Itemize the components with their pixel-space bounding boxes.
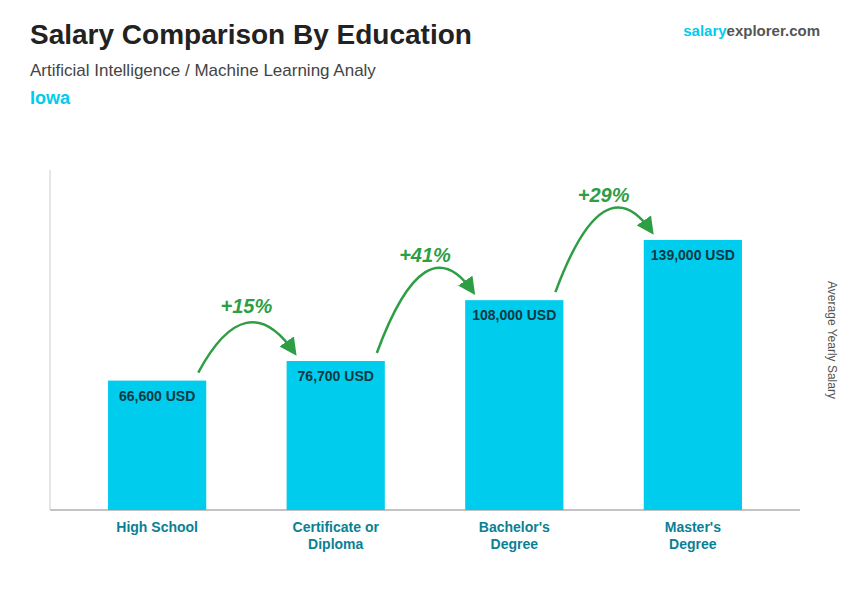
x-tick-label: High School	[116, 519, 198, 535]
bar	[465, 300, 563, 510]
x-tick-label-line: Certificate or	[293, 519, 380, 535]
bar	[108, 381, 206, 510]
location: Iowa	[30, 88, 71, 108]
y-axis-line	[50, 170, 51, 510]
x-tick-label-line: Degree	[491, 536, 539, 552]
pct-change: +15%	[221, 295, 273, 317]
value-label: 108,000 USD	[472, 307, 556, 323]
bars	[108, 240, 742, 510]
change-arrow	[198, 322, 294, 372]
x-tick-label: Certificate orDiploma	[293, 519, 380, 552]
watermark-part: explorer	[727, 22, 786, 39]
x-tick-label-line: Degree	[669, 536, 717, 552]
x-tick-label-line: Diploma	[308, 536, 363, 552]
x-tick-label-line: High School	[116, 519, 198, 535]
y-axis-label: Average Yearly Salary	[825, 281, 839, 399]
change-arrow	[555, 207, 651, 292]
x-tick-label-line: Bachelor's	[479, 519, 550, 535]
x-tick-label: Bachelor'sDegree	[479, 519, 550, 552]
change-arrow	[377, 268, 473, 353]
watermark-part: salary	[683, 22, 727, 39]
watermark: salaryexplorer.com	[683, 22, 820, 39]
x-tick-label: Master'sDegree	[665, 519, 721, 552]
bar	[287, 361, 385, 510]
pct-change: +29%	[578, 184, 630, 206]
value-label: 76,700 USD	[298, 368, 374, 384]
chart-container: Salary Comparison By Education Artificial…	[0, 0, 850, 606]
pct-change: +41%	[399, 244, 451, 266]
subtitle: Artificial Intelligence / Machine Learni…	[30, 61, 376, 80]
watermark-part: .com	[785, 22, 820, 39]
value-label: 139,000 USD	[651, 247, 735, 263]
value-label: 66,600 USD	[119, 388, 195, 404]
chart-svg: Salary Comparison By Education Artificial…	[0, 0, 850, 606]
bar	[644, 240, 742, 510]
x-tick-label-line: Master's	[665, 519, 721, 535]
title: Salary Comparison By Education	[30, 19, 472, 50]
